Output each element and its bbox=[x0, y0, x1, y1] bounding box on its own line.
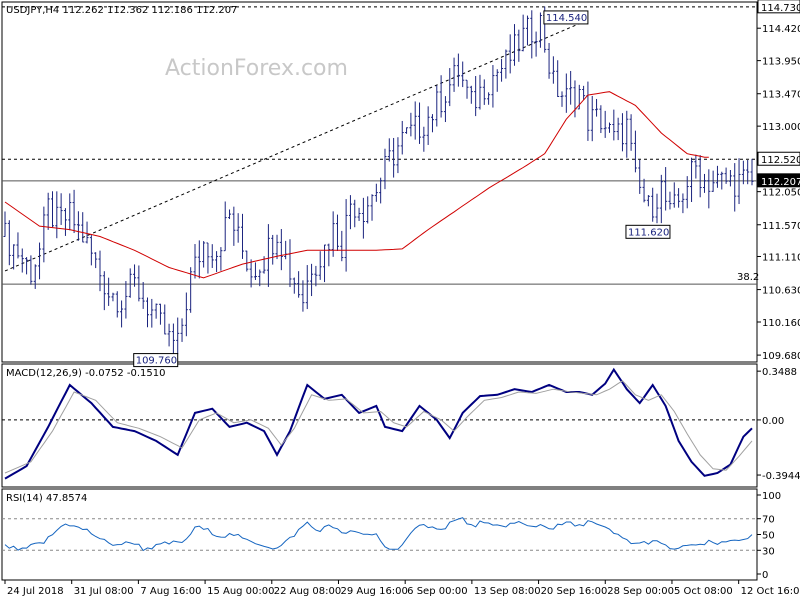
price-panel-title: USDJPY,H4 112.262 112.362 112.186 112.20… bbox=[6, 5, 237, 16]
price-tick-label: 111.110 bbox=[762, 252, 800, 263]
level-label: 112.520 bbox=[761, 155, 800, 166]
price-tick-label: 109.680 bbox=[762, 351, 800, 362]
macd-main-line bbox=[4, 367, 753, 480]
panel-frame-0 bbox=[1, 1, 758, 363]
macd-panel-title: MACD(12,26,9) -0.0752 -0.1510 bbox=[6, 368, 166, 379]
price-tick-label: 110.630 bbox=[762, 286, 800, 297]
price-tick-label: 110.160 bbox=[762, 318, 800, 329]
level-label-box bbox=[757, 0, 800, 14]
rsi-line bbox=[4, 517, 753, 552]
rsi-tick-label: 50 bbox=[762, 531, 775, 542]
x-tick-label: 13 Sep 08:00 bbox=[474, 586, 541, 597]
price-annotation-box bbox=[543, 10, 589, 25]
level-label-box bbox=[757, 151, 800, 166]
x-tick-label: 24 Jul 2018 bbox=[7, 586, 64, 597]
x-tick-label: 5 Oct 08:00 bbox=[674, 586, 733, 597]
x-tick-label: 7 Aug 16:00 bbox=[140, 586, 201, 597]
x-tick-label: 31 Jul 08:00 bbox=[74, 586, 134, 597]
rsi-tick-label: 0 bbox=[762, 570, 768, 581]
price-tick-label: 113.950 bbox=[762, 57, 800, 68]
x-tick-label: 22 Aug 08:00 bbox=[274, 586, 341, 597]
price-annotation: 114.540 bbox=[546, 13, 587, 24]
fib-label: 38.2 bbox=[737, 272, 759, 283]
panel-frame-2 bbox=[1, 488, 758, 581]
price-annotation: 109.760 bbox=[136, 356, 177, 367]
x-tick-label: 29 Aug 16:00 bbox=[340, 586, 407, 597]
price-annotation-box bbox=[625, 224, 671, 239]
price-tick-label: 112.050 bbox=[762, 188, 800, 199]
macd-signal-line bbox=[4, 380, 753, 474]
macd-tick-label: -0.3944 bbox=[762, 471, 800, 482]
price-tick-label: 114.420 bbox=[762, 24, 800, 35]
level-label-box bbox=[757, 173, 800, 188]
price-annotation: 111.620 bbox=[628, 227, 669, 238]
panel-frame-1 bbox=[1, 363, 758, 488]
x-tick-label: 12 Oct 16:00 bbox=[741, 586, 800, 597]
level-label: 112.207 bbox=[761, 177, 800, 188]
level-label: 114.730 bbox=[761, 3, 800, 14]
trendline bbox=[4, 19, 589, 272]
rsi-tick-label: 30 bbox=[762, 546, 775, 557]
macd-tick-label: 0.00 bbox=[762, 416, 784, 427]
rsi-tick-label: 100 bbox=[762, 491, 781, 502]
price-annotation-box bbox=[133, 353, 179, 368]
sma-line bbox=[4, 91, 709, 279]
rsi-tick-label: 70 bbox=[762, 515, 775, 526]
macd-tick-label: 0.3488 bbox=[762, 367, 797, 378]
x-tick-label: 28 Sep 00:00 bbox=[607, 586, 674, 597]
price-tick-label: 113.470 bbox=[762, 90, 800, 101]
rsi-panel-title: RSI(14) 47.8574 bbox=[6, 493, 87, 504]
x-tick-label: 6 Sep 00:00 bbox=[407, 586, 467, 597]
x-tick-label: 15 Aug 00:00 bbox=[207, 586, 274, 597]
price-tick-label: 111.570 bbox=[762, 221, 800, 232]
x-tick-label: 20 Sep 16:00 bbox=[541, 586, 608, 597]
price-tick-label: 113.000 bbox=[762, 122, 800, 133]
